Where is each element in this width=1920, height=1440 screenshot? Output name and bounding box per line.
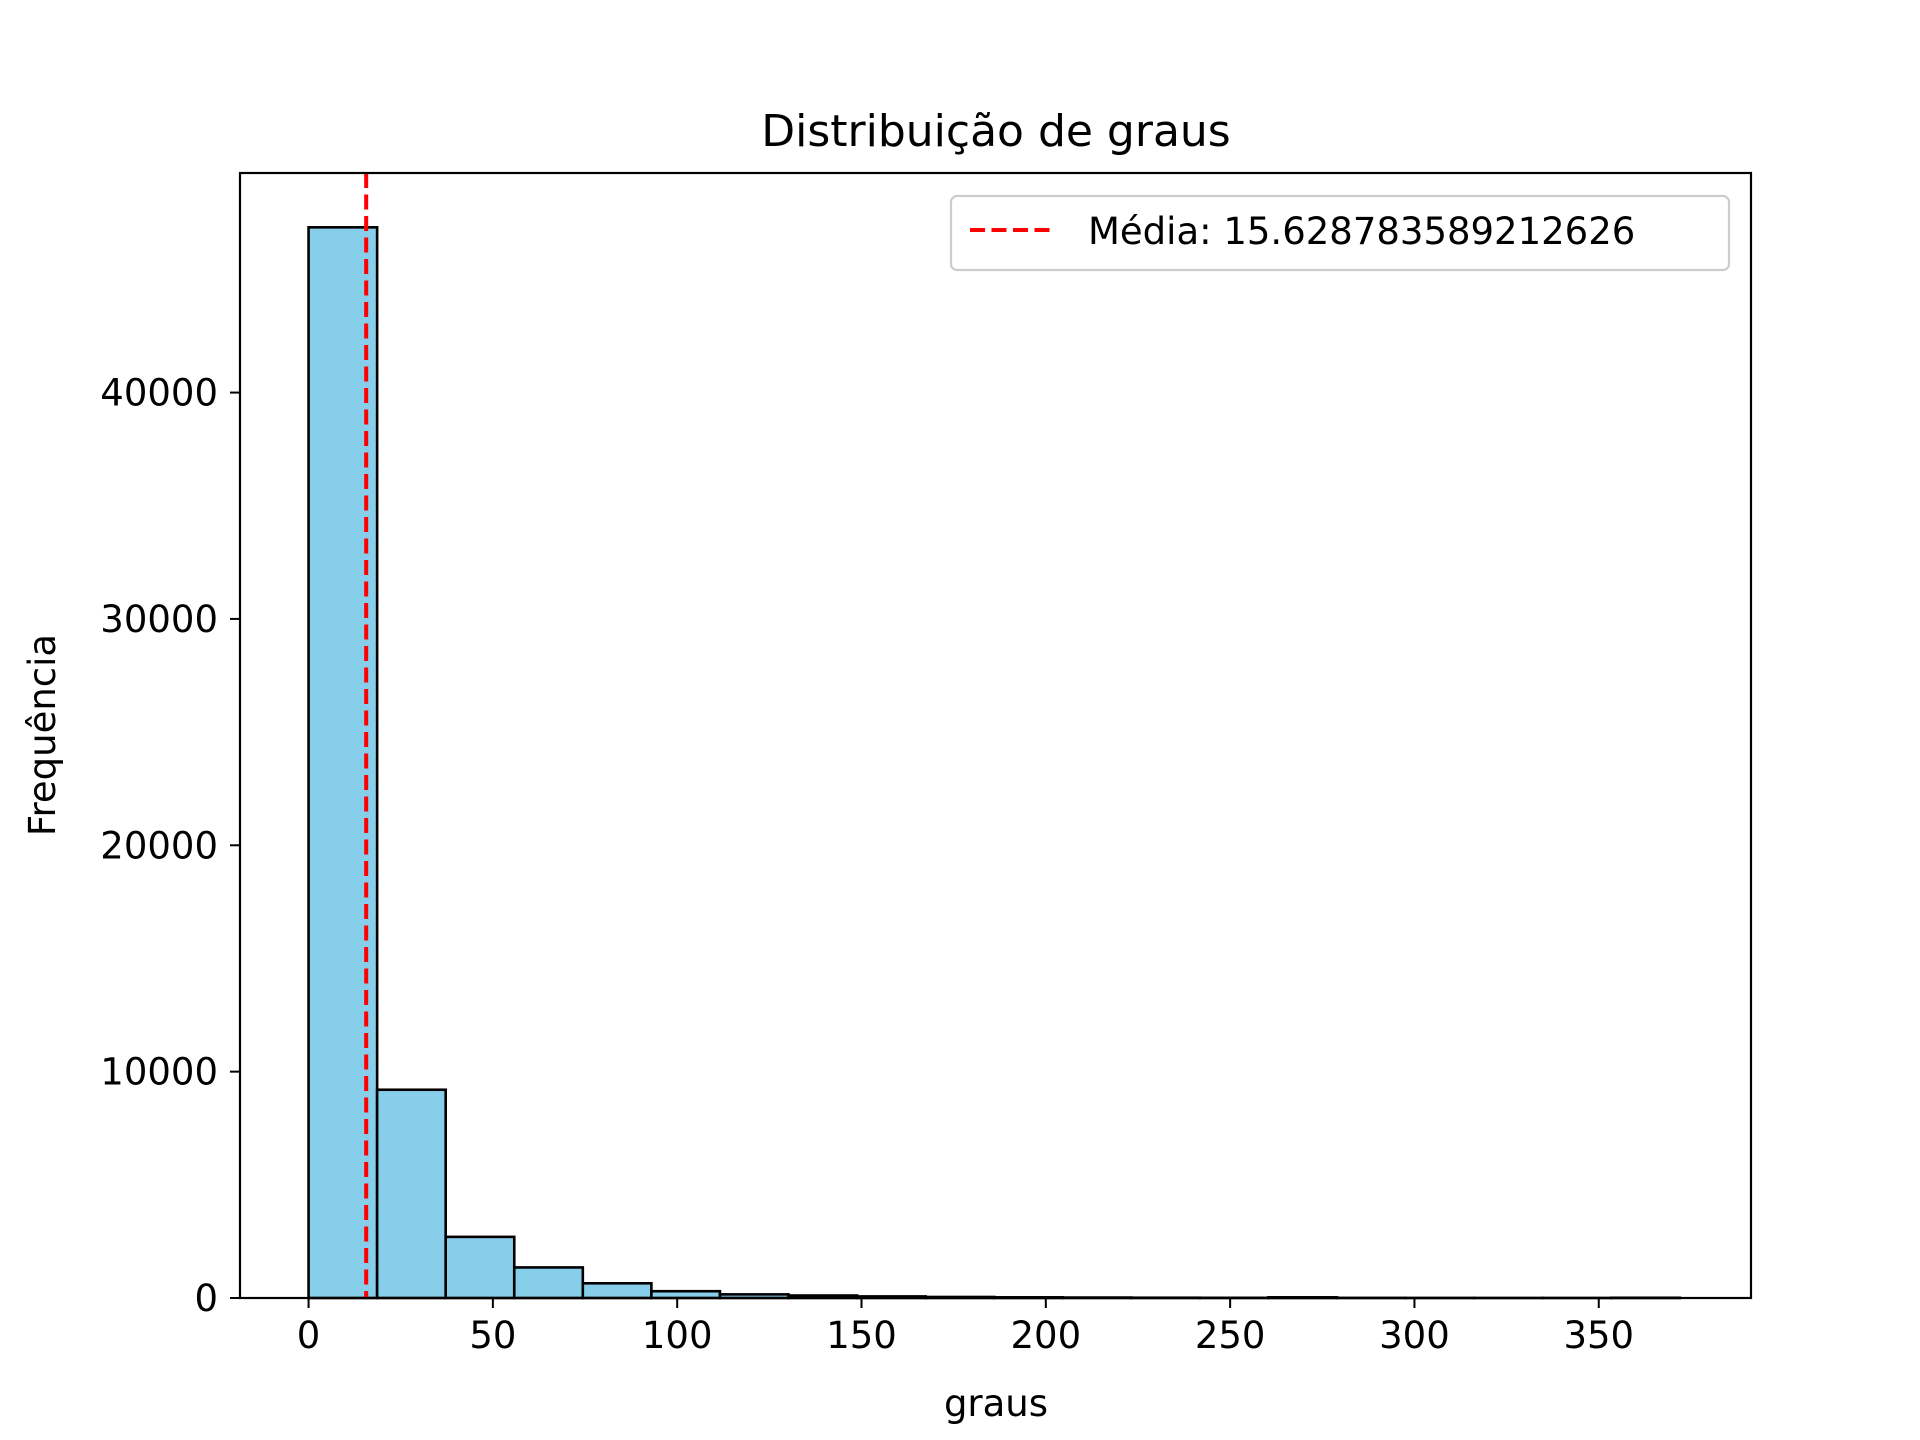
histogram-bar bbox=[512, 1266, 585, 1300]
x-tick-label: 300 bbox=[1379, 1314, 1450, 1357]
y-tick-label: 10000 bbox=[100, 1051, 218, 1094]
legend: Média: 15.628783589212626 bbox=[949, 194, 1731, 272]
y-axis-label: Frequência bbox=[21, 634, 64, 836]
y-tick-label: 40000 bbox=[100, 372, 218, 415]
y-tick-label: 20000 bbox=[100, 824, 218, 867]
legend-mean-label: Média: 15.628783589212626 bbox=[1088, 210, 1635, 253]
x-tick-label: 100 bbox=[642, 1314, 713, 1357]
y-tick-label: 0 bbox=[194, 1277, 218, 1320]
x-tick-label: 350 bbox=[1563, 1314, 1634, 1357]
legend-box bbox=[949, 194, 1731, 272]
histogram-bar bbox=[581, 1281, 653, 1300]
x-tick-label: 50 bbox=[469, 1314, 516, 1357]
histogram-bar bbox=[444, 1235, 516, 1300]
x-tick-label: 150 bbox=[826, 1314, 897, 1357]
histogram-bar bbox=[375, 1088, 447, 1300]
x-tick-label: 0 bbox=[297, 1314, 321, 1357]
x-axis-ticks: 0 50 100 150 200 250 300 350 bbox=[297, 1298, 1634, 1357]
plot-frame bbox=[238, 171, 1753, 1300]
x-tick-label: 200 bbox=[1011, 1314, 1082, 1357]
x-axis-label: graus bbox=[944, 1382, 1048, 1425]
y-axis-ticks: 0 10000 20000 30000 40000 bbox=[100, 372, 240, 1320]
chart-title: Distribuição de graus bbox=[761, 106, 1230, 157]
y-tick-label: 30000 bbox=[100, 598, 218, 641]
x-tick-label: 250 bbox=[1195, 1314, 1266, 1357]
